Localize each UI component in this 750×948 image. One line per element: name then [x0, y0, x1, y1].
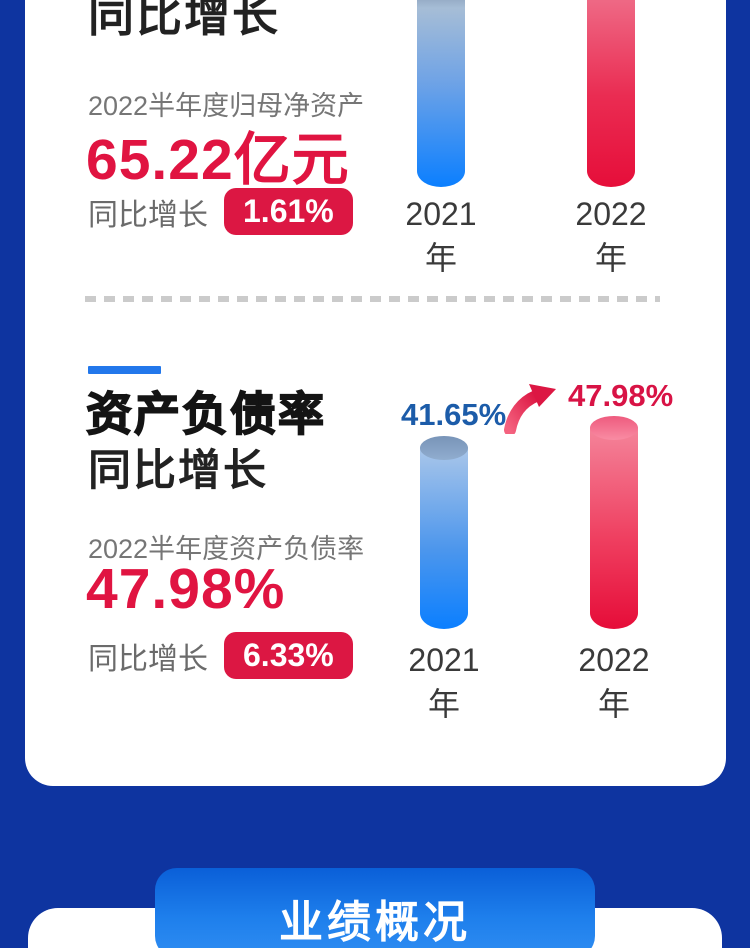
debt-ratio-value-2022: 47.98% [568, 378, 674, 413]
performance-overview-label: 业绩概况 [279, 898, 471, 947]
net-assets-growth-badge: 1.61% [224, 188, 353, 235]
net-assets-year-label-2022: 2022年 [575, 196, 647, 276]
debt-ratio-title: 资产负债率 [85, 387, 326, 441]
debt-ratio-year-label-2021: 2021年 [408, 642, 480, 722]
debt-ratio-subtitle: 同比增长 [88, 447, 268, 495]
debt-ratio-bar-2021 [420, 448, 468, 629]
up-arrow-icon [504, 384, 556, 434]
net-assets-growth-row: 同比增长 1.61% [88, 188, 353, 235]
debt-ratio-year-label-2022: 2022年 [578, 642, 650, 722]
performance-overview-button[interactable]: 业绩概况 [155, 868, 595, 948]
net-assets-metric-label: 2022半年度归母净资产 [88, 91, 365, 121]
debt-ratio-growth-label: 同比增长 [88, 642, 208, 676]
debt-ratio-bar-2021-cap [420, 436, 468, 460]
dashed-divider [85, 296, 660, 302]
accent-bar [88, 366, 161, 374]
debt-ratio-bar-2022 [590, 428, 638, 629]
debt-ratio-growth-row: 同比增长 6.33% [88, 632, 353, 679]
debt-ratio-growth-badge: 6.33% [224, 632, 353, 679]
net-assets-bar-2022 [587, 0, 635, 187]
debt-ratio-value-2021: 41.65% [401, 397, 507, 432]
debt-ratio-bar-2022-cap [590, 416, 638, 440]
net-assets-bar-2021 [417, 0, 465, 187]
net-assets-metric-value: 65.22亿元 [86, 128, 350, 192]
net-assets-growth-label: 同比增长 [88, 198, 208, 232]
net-assets-year-label-2021: 2021年 [405, 196, 477, 276]
debt-ratio-metric-value: 47.98% [86, 557, 286, 621]
net-assets-yoy-title: 同比增长 [88, 0, 280, 41]
debt-ratio-metric-label: 2022半年度资产负债率 [88, 534, 365, 564]
